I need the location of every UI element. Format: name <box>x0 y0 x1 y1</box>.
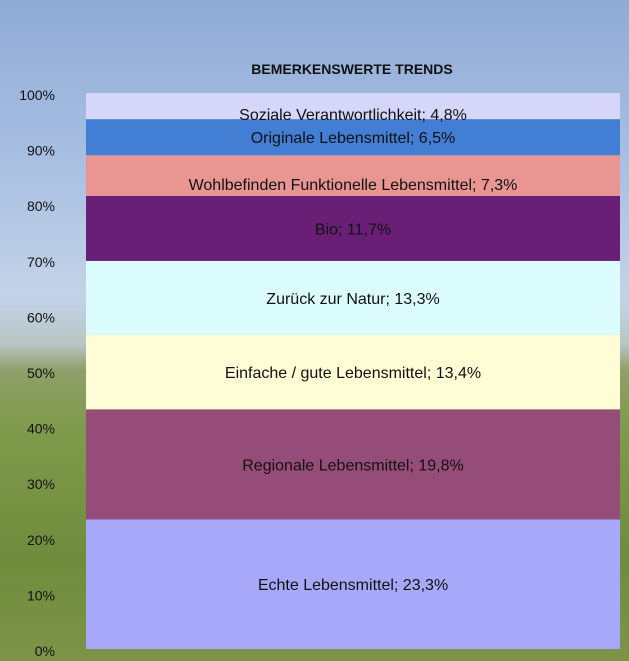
data-label: Einfache / gute Lebensmittel; 13,4% <box>225 365 481 382</box>
y-tick-label: 60% <box>27 309 55 325</box>
bar-segments <box>86 93 620 649</box>
data-label: Zurück zur Natur; 13,3% <box>266 291 439 308</box>
chart-title: BEMERKENSWERTE TRENDS <box>251 61 452 77</box>
bar-segment <box>86 119 620 156</box>
data-label: Regionale Lebensmittel; 19,8% <box>242 457 463 474</box>
y-tick-label: 100% <box>19 87 55 103</box>
y-tick-label: 40% <box>27 421 55 437</box>
bar-segment <box>86 93 620 120</box>
y-axis: 0% 10% 20% 30% 40% 50% 60% 70% 80% 90% 100% <box>19 87 55 659</box>
y-tick-label: 80% <box>27 198 55 214</box>
y-tick-label: 20% <box>27 532 55 548</box>
y-tick-label: 10% <box>27 587 55 603</box>
bar-segment <box>86 409 620 520</box>
data-label: Echte Lebensmittel; 23,3% <box>258 577 448 594</box>
y-tick-label: 70% <box>27 254 55 270</box>
y-tick-label: 30% <box>27 476 55 492</box>
data-label: Originale Lebensmittel; 6,5% <box>251 130 456 147</box>
data-labels: Echte Lebensmittel; 23,3% Regionale Leben… <box>189 107 518 594</box>
data-label: Wohlbefinden Funktionelle Lebensmittel; … <box>189 177 518 194</box>
bar-segment <box>86 155 620 196</box>
y-tick-label: 50% <box>27 365 55 381</box>
bar-segment <box>86 519 620 649</box>
data-label: Bio; 11,7% <box>315 221 391 238</box>
bar-segment <box>86 260 620 335</box>
data-label: Soziale Verantwortlichkeit; 4,8% <box>239 107 467 124</box>
y-tick-label: 90% <box>27 143 55 159</box>
bar-segment <box>86 334 620 410</box>
bar-segment <box>86 195 620 261</box>
y-tick-label: 0% <box>35 643 55 659</box>
